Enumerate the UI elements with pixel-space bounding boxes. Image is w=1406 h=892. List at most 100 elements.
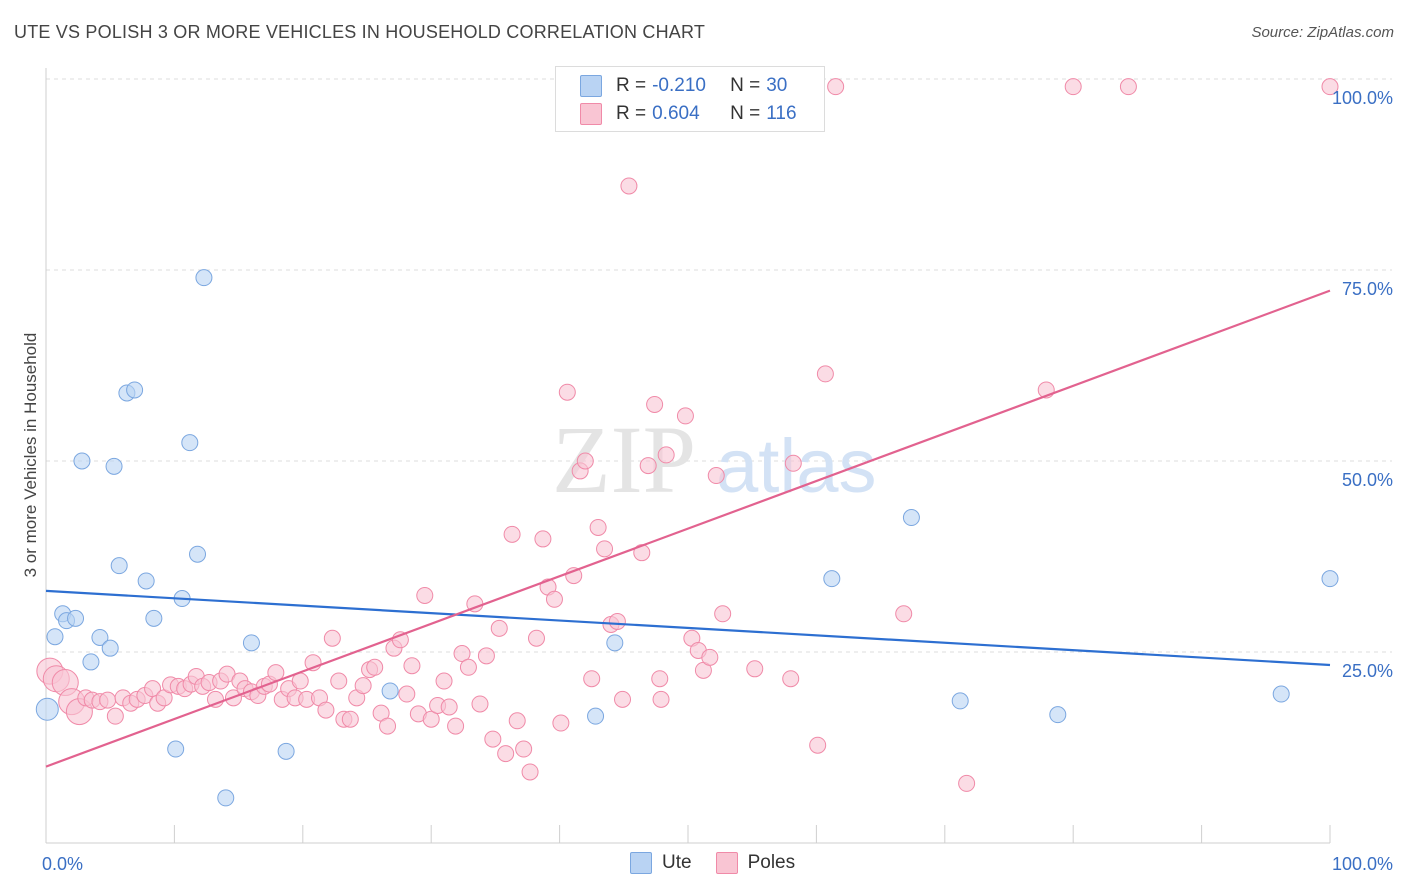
poles-point bbox=[784, 454, 802, 472]
poles-point bbox=[379, 717, 397, 735]
poles-point bbox=[545, 590, 563, 608]
poles-point bbox=[497, 745, 515, 763]
poles-point bbox=[330, 672, 348, 690]
poles-point bbox=[416, 586, 434, 604]
poles-point bbox=[552, 714, 570, 732]
legend-item-ute[interactable]: Ute bbox=[630, 852, 692, 874]
ute-point bbox=[101, 639, 119, 657]
poles-point bbox=[576, 452, 594, 470]
ute-point bbox=[167, 740, 185, 758]
x-tick-label-min: 0.0% bbox=[42, 854, 83, 874]
poles-point bbox=[508, 712, 526, 730]
poles-point bbox=[816, 365, 834, 383]
poles-point bbox=[701, 648, 719, 666]
poles-point bbox=[422, 710, 440, 728]
poles-point bbox=[707, 467, 725, 485]
poles-point bbox=[490, 619, 508, 637]
poles-swatch bbox=[715, 852, 738, 874]
poles-point bbox=[99, 691, 117, 709]
stats-legend: R = -0.210 N = 30 R = 0.604 N = 116 bbox=[555, 66, 825, 132]
poles-point bbox=[827, 78, 845, 96]
ute-n-value: 30 bbox=[766, 75, 788, 96]
y-tick-label-25: 25.0% bbox=[1342, 661, 1393, 681]
poles-point bbox=[521, 763, 539, 781]
poles-point bbox=[651, 670, 669, 688]
source-credit: Source: ZipAtlas.com bbox=[1251, 24, 1394, 41]
poles-point bbox=[471, 695, 489, 713]
poles-point bbox=[323, 629, 341, 647]
poles-point bbox=[440, 698, 458, 716]
legend-swatch-ute bbox=[580, 75, 602, 97]
ute-r-value: -0.210 bbox=[652, 75, 706, 96]
ute-points bbox=[35, 269, 1339, 807]
ute-label: Ute bbox=[662, 852, 692, 873]
ute-point bbox=[902, 509, 920, 527]
ute-point bbox=[381, 682, 399, 700]
legend-item-poles[interactable]: Poles bbox=[715, 852, 795, 874]
poles-point bbox=[782, 670, 800, 688]
ute-point bbox=[137, 572, 155, 590]
legend-swatch-poles bbox=[580, 103, 602, 125]
poles-point bbox=[317, 701, 335, 719]
ute-point bbox=[951, 692, 969, 710]
ute-point bbox=[82, 653, 100, 671]
poles-point bbox=[958, 774, 976, 792]
ute-point bbox=[67, 609, 85, 627]
trend-lines bbox=[45, 289, 1331, 768]
poles-point bbox=[477, 647, 495, 665]
poles-point bbox=[639, 457, 657, 475]
poles-point bbox=[1321, 78, 1339, 96]
poles-point bbox=[714, 605, 732, 623]
poles-point bbox=[646, 395, 664, 413]
poles-point bbox=[558, 383, 576, 401]
legend-row-ute: R = -0.210 N = 30 bbox=[580, 73, 787, 99]
poles-point bbox=[447, 717, 465, 735]
y-tick-label-75: 75.0% bbox=[1342, 279, 1393, 299]
tick-labels: 25.0% 50.0% 75.0% 100.0% 0.0% 100.0% bbox=[42, 88, 1393, 874]
ute-point bbox=[242, 634, 260, 652]
poles-r-value: 0.604 bbox=[652, 103, 700, 124]
poles-point bbox=[608, 612, 626, 630]
ute-point bbox=[277, 742, 295, 760]
poles-point bbox=[403, 657, 421, 675]
poles-point bbox=[453, 645, 471, 663]
poles-point bbox=[1119, 78, 1137, 96]
poles-n-value: 116 bbox=[766, 103, 797, 124]
poles-point bbox=[895, 605, 913, 623]
x-tick-label-max: 100.0% bbox=[1332, 854, 1393, 874]
poles-point bbox=[515, 740, 533, 758]
poles-point bbox=[534, 530, 552, 548]
ute-swatch bbox=[630, 852, 652, 874]
ute-point bbox=[46, 628, 64, 646]
watermark-zip: ZIP bbox=[552, 406, 696, 513]
poles-point bbox=[366, 658, 384, 676]
poles-point bbox=[614, 690, 632, 708]
ute-point bbox=[110, 557, 128, 575]
ute-point bbox=[587, 707, 605, 725]
poles-point bbox=[620, 177, 638, 195]
legend-row-poles: R = 0.604 N = 116 bbox=[580, 101, 797, 127]
poles-point bbox=[657, 446, 675, 464]
ute-point bbox=[126, 381, 144, 399]
poles-point bbox=[527, 629, 545, 647]
grid-layer bbox=[46, 78, 1392, 653]
poles-point bbox=[652, 690, 670, 708]
poles-point bbox=[583, 670, 601, 688]
poles-point bbox=[435, 672, 453, 690]
y-tick-label-50: 50.0% bbox=[1342, 470, 1393, 490]
poles-point bbox=[354, 677, 372, 695]
poles-point bbox=[341, 710, 359, 728]
y-tick-label-100: 100.0% bbox=[1332, 88, 1393, 108]
ute-point bbox=[91, 628, 109, 646]
poles-point bbox=[503, 525, 521, 543]
ute-point bbox=[105, 457, 123, 475]
poles-point bbox=[1064, 78, 1082, 96]
ute-point bbox=[823, 570, 841, 588]
poles-point bbox=[484, 730, 502, 748]
ute-point bbox=[1272, 685, 1290, 703]
ute-point bbox=[606, 634, 624, 652]
ute-point bbox=[217, 789, 235, 807]
poles-point bbox=[809, 736, 827, 754]
poles-point bbox=[596, 540, 614, 558]
